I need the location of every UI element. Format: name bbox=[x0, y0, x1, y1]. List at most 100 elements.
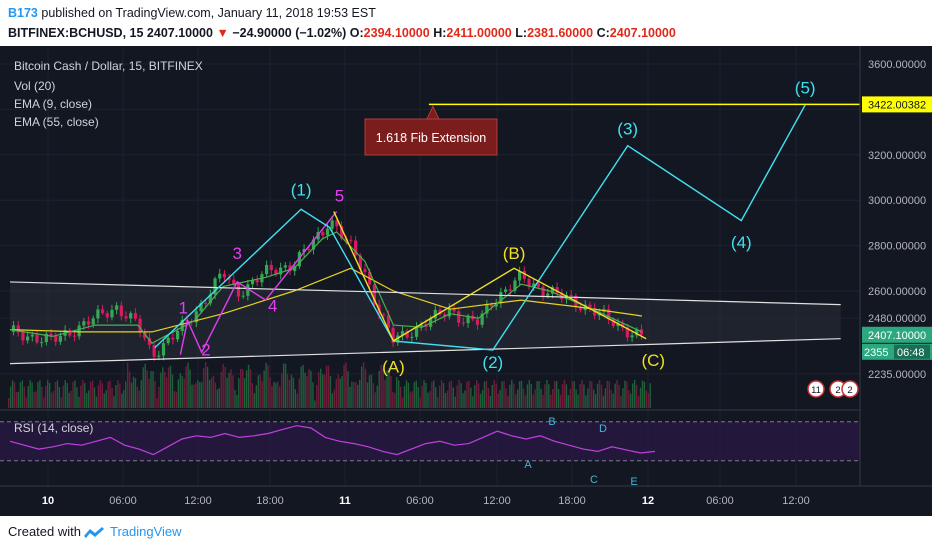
volume-bar bbox=[33, 392, 35, 408]
volume-bar bbox=[487, 388, 490, 408]
volume-bar bbox=[593, 389, 595, 408]
volume-bar bbox=[152, 371, 154, 408]
tradingview-brand-link[interactable]: TradingView bbox=[110, 524, 182, 539]
open-label: O: bbox=[349, 26, 364, 40]
volume-bar bbox=[288, 379, 291, 408]
volume-bar bbox=[429, 390, 431, 408]
volume-bar bbox=[360, 366, 363, 408]
volume-bar bbox=[80, 385, 82, 408]
volume-bar bbox=[243, 378, 246, 408]
volume-bar bbox=[477, 383, 480, 408]
volume-bar bbox=[52, 391, 55, 408]
price-tick-label: 2800.00000 bbox=[868, 241, 926, 253]
volume-bar bbox=[431, 381, 433, 408]
volume-bar bbox=[530, 383, 532, 408]
volume-bar bbox=[557, 389, 560, 408]
volume-bar bbox=[29, 380, 31, 408]
price-chart[interactable]: 1.618 Fib Extension12345(1)(2)(3)(4)(5)(… bbox=[0, 46, 932, 516]
candle-body bbox=[508, 289, 512, 291]
volume-bar bbox=[353, 381, 355, 408]
volume-bar bbox=[540, 388, 542, 408]
event-badge-count: 2 bbox=[835, 385, 840, 396]
volume-bar bbox=[501, 381, 503, 408]
candle-body bbox=[86, 321, 91, 325]
volume-bar bbox=[546, 380, 548, 408]
volume-bar bbox=[259, 374, 261, 408]
candle-body bbox=[91, 318, 95, 325]
volume-bar bbox=[405, 380, 408, 408]
volume-bar bbox=[598, 380, 601, 408]
volume-bar bbox=[497, 393, 499, 408]
candle-body bbox=[611, 319, 615, 327]
candle-body bbox=[358, 255, 362, 270]
volume-bar bbox=[581, 380, 583, 408]
volume-bar bbox=[476, 380, 478, 408]
volume-bar bbox=[204, 362, 207, 408]
candle-body bbox=[518, 270, 522, 281]
symbol-line: BITFINEX:BCHUSD, 15 2407.10000 ▼ −24.900… bbox=[8, 26, 676, 40]
volume-bar bbox=[472, 396, 474, 408]
legend-ema9: EMA (9, close) bbox=[14, 97, 92, 111]
volume-bar bbox=[70, 390, 72, 408]
rsi-title: RSI (14, close) bbox=[14, 421, 93, 435]
high-value: 2411.00000 bbox=[446, 26, 512, 40]
candle-body bbox=[293, 266, 297, 272]
minor-wave-line bbox=[179, 211, 338, 355]
candle-body bbox=[339, 226, 344, 239]
volume-bar bbox=[372, 383, 375, 408]
volume-bar bbox=[132, 376, 135, 408]
candle-body bbox=[213, 278, 217, 295]
volume-bar bbox=[561, 384, 564, 408]
volume-bar bbox=[507, 395, 509, 408]
volume-bar bbox=[140, 380, 142, 408]
volume-bar bbox=[384, 380, 386, 408]
volume-bar bbox=[126, 362, 129, 408]
primary-wave-label: (4) bbox=[731, 233, 752, 252]
candle-body bbox=[105, 313, 109, 318]
volume-bar bbox=[347, 371, 349, 408]
volume-bar bbox=[495, 383, 497, 408]
volume-bar bbox=[107, 381, 109, 408]
volume-bar bbox=[483, 381, 486, 408]
candle-body bbox=[630, 335, 634, 338]
volume-bar bbox=[9, 386, 12, 408]
fib-price-tag-text: 3422.00382 bbox=[868, 99, 926, 111]
volume-bar bbox=[189, 369, 191, 408]
candle-body bbox=[419, 324, 423, 327]
candle-body bbox=[372, 284, 376, 305]
volume-bar bbox=[511, 380, 513, 408]
volume-bar bbox=[538, 380, 540, 408]
candle-body bbox=[536, 283, 540, 287]
volume-bar bbox=[158, 386, 160, 408]
candle-body bbox=[143, 332, 147, 339]
volume-bar bbox=[115, 385, 117, 408]
candle-body bbox=[288, 265, 292, 272]
volume-bar bbox=[645, 390, 648, 408]
volume-bar bbox=[376, 385, 378, 408]
volume-bar bbox=[138, 390, 141, 408]
time-tick-label: 18:00 bbox=[558, 495, 586, 507]
volume-bar bbox=[236, 394, 238, 408]
volume-bar bbox=[386, 370, 388, 408]
publisher-username[interactable]: B173 bbox=[8, 6, 38, 20]
candle-body bbox=[58, 335, 63, 342]
volume-bar bbox=[101, 383, 103, 408]
volume-bar bbox=[600, 384, 603, 408]
candle-body bbox=[503, 289, 508, 292]
channel-shading bbox=[10, 281, 841, 364]
volume-bar bbox=[394, 392, 396, 408]
volume-bar bbox=[84, 383, 86, 408]
volume-bar bbox=[271, 385, 273, 408]
volume-bar bbox=[327, 365, 330, 408]
volume-bar bbox=[87, 390, 90, 408]
volume-bar bbox=[193, 384, 195, 408]
volume-bar bbox=[273, 381, 275, 408]
candle-body bbox=[161, 343, 166, 356]
close-label: C: bbox=[596, 26, 610, 40]
volume-bar bbox=[224, 366, 226, 408]
volume-bar bbox=[374, 392, 376, 408]
volume-bar bbox=[518, 381, 521, 408]
volume-bar bbox=[390, 376, 392, 408]
candle-body bbox=[227, 277, 231, 280]
chart-area[interactable]: 1.618 Fib Extension 1 2 3 4 5 (1) (2) (3) (4) (5)(… bbox=[0, 46, 932, 516]
